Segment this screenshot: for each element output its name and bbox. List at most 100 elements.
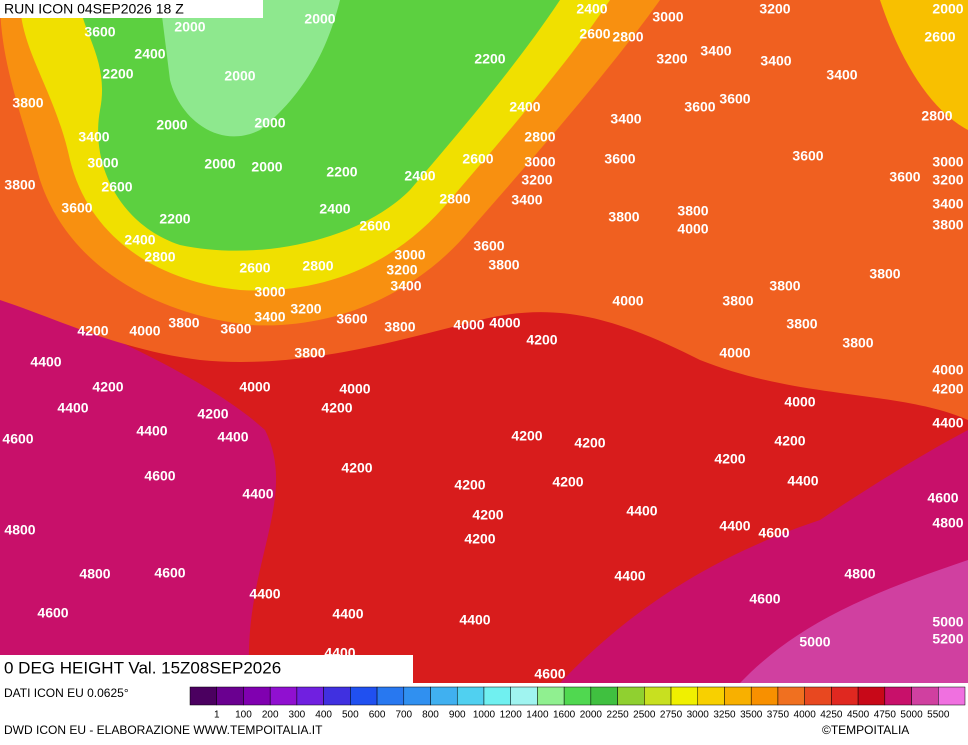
title-box xyxy=(0,0,263,18)
contour-label: 4400 xyxy=(57,400,88,416)
contour-label: 3600 xyxy=(336,311,367,327)
contour-label: 4800 xyxy=(932,515,963,531)
contour-label: 2400 xyxy=(509,99,540,115)
legend-swatch xyxy=(884,686,912,706)
legend-label: 4750 xyxy=(874,710,897,721)
contour-label: 2000 xyxy=(932,1,963,17)
contour-label: 4000 xyxy=(489,315,520,331)
legend-label: 4250 xyxy=(820,710,843,721)
contour-label: 3800 xyxy=(294,345,325,361)
contour-label: 2600 xyxy=(462,151,493,167)
contour-label: 3000 xyxy=(87,155,118,171)
contour-label: 3400 xyxy=(78,129,109,145)
legend-label: 200 xyxy=(262,710,279,721)
contour-label: 3200 xyxy=(932,172,963,188)
contour-label: 3000 xyxy=(524,154,555,170)
credit: DWD ICON EU - ELABORAZIONE WWW.TEMPOITAL… xyxy=(4,723,323,737)
legend-swatch xyxy=(938,686,966,706)
contour-label: 4200 xyxy=(464,531,495,547)
contour-label: 3400 xyxy=(610,111,641,127)
contour-label: 3800 xyxy=(677,203,708,219)
contour-label: 2200 xyxy=(159,211,190,227)
contour-label: 3600 xyxy=(684,99,715,115)
contour-label: 3000 xyxy=(932,154,963,170)
contour-label: 2800 xyxy=(524,129,555,145)
legend-swatch xyxy=(617,686,645,706)
contour-label: 2000 xyxy=(156,117,187,133)
legend-label: 3500 xyxy=(740,710,763,721)
contour-label: 4000 xyxy=(129,323,160,339)
contour-label: 3800 xyxy=(722,293,753,309)
contour-label: 4600 xyxy=(749,591,780,607)
legend-swatch xyxy=(537,686,565,706)
contour-label: 3800 xyxy=(384,319,415,335)
contour-label: 3800 xyxy=(932,217,963,233)
contour-label: 4600 xyxy=(534,666,565,682)
contour-label: 3200 xyxy=(386,262,417,278)
contour-label: 4200 xyxy=(197,406,228,422)
data-source: DATI ICON EU 0.0625° xyxy=(4,686,129,700)
contour-label: 4400 xyxy=(614,568,645,584)
legend-swatch xyxy=(831,686,859,706)
contour-label: 2400 xyxy=(319,201,350,217)
legend-label: 2250 xyxy=(606,710,629,721)
contour-label: 3200 xyxy=(759,1,790,17)
contour-label: 3800 xyxy=(12,95,43,111)
contour-label: 2800 xyxy=(612,29,643,45)
field-pink xyxy=(740,560,968,683)
legend-swatch xyxy=(323,686,351,706)
contour-label: 4200 xyxy=(92,379,123,395)
legend-label: 800 xyxy=(422,710,439,721)
contour-label: 2400 xyxy=(124,232,155,248)
contour-label: 3600 xyxy=(473,238,504,254)
contour-label: 3000 xyxy=(652,9,683,25)
contour-label: 4200 xyxy=(932,381,963,397)
legend-swatch xyxy=(376,686,405,706)
contour-label: 2800 xyxy=(439,191,470,207)
contour-label: 2200 xyxy=(474,51,505,67)
contour-label: 2800 xyxy=(144,249,175,265)
legend-label: 2500 xyxy=(633,710,656,721)
legend-swatch xyxy=(350,686,378,706)
contour-label: 2000 xyxy=(251,159,282,175)
contour-label: 4000 xyxy=(677,221,708,237)
contour-label: 2000 xyxy=(254,115,285,131)
legend-swatch xyxy=(911,686,939,706)
legend-label: 5500 xyxy=(927,710,950,721)
legend-swatch xyxy=(724,686,752,706)
contour-label: 4000 xyxy=(239,379,270,395)
contour-label: 2400 xyxy=(576,1,607,17)
legend-label: 2750 xyxy=(660,710,683,721)
legend-swatch xyxy=(670,686,699,706)
contour-label: 4400 xyxy=(217,429,248,445)
contour-label: 4400 xyxy=(332,606,363,622)
field-light-green xyxy=(160,0,340,137)
legend-swatch xyxy=(430,686,458,706)
legend-swatch xyxy=(483,686,511,706)
contour-label: 5200 xyxy=(932,631,963,647)
legend-label: 1200 xyxy=(500,710,523,721)
contour-label: 2400 xyxy=(134,46,165,62)
contour-label: 4600 xyxy=(154,565,185,581)
contour-label: 3800 xyxy=(608,209,639,225)
contour-label: 5000 xyxy=(799,634,830,650)
legend-swatch xyxy=(510,686,538,706)
legend-label: 1000 xyxy=(473,710,496,721)
legend-swatch xyxy=(456,686,485,706)
contour-label: 4400 xyxy=(719,518,750,534)
legend-label: 900 xyxy=(449,710,466,721)
contour-label: 4400 xyxy=(324,645,355,661)
legend-label: 4500 xyxy=(847,710,870,721)
contour-label: 4400 xyxy=(459,612,490,628)
legend-swatch xyxy=(697,686,725,706)
contour-label: 4200 xyxy=(321,400,352,416)
legend-swatch xyxy=(403,686,431,706)
contour-label: 3000 xyxy=(254,284,285,300)
contour-label: 4200 xyxy=(77,323,108,339)
contour-label: 5000 xyxy=(932,614,963,630)
legend-label: 1600 xyxy=(553,710,576,721)
contour-label: 2000 xyxy=(204,156,235,172)
contour-label: 4600 xyxy=(927,490,958,506)
contour-label: 3600 xyxy=(61,200,92,216)
contour-label: 3800 xyxy=(786,316,817,332)
